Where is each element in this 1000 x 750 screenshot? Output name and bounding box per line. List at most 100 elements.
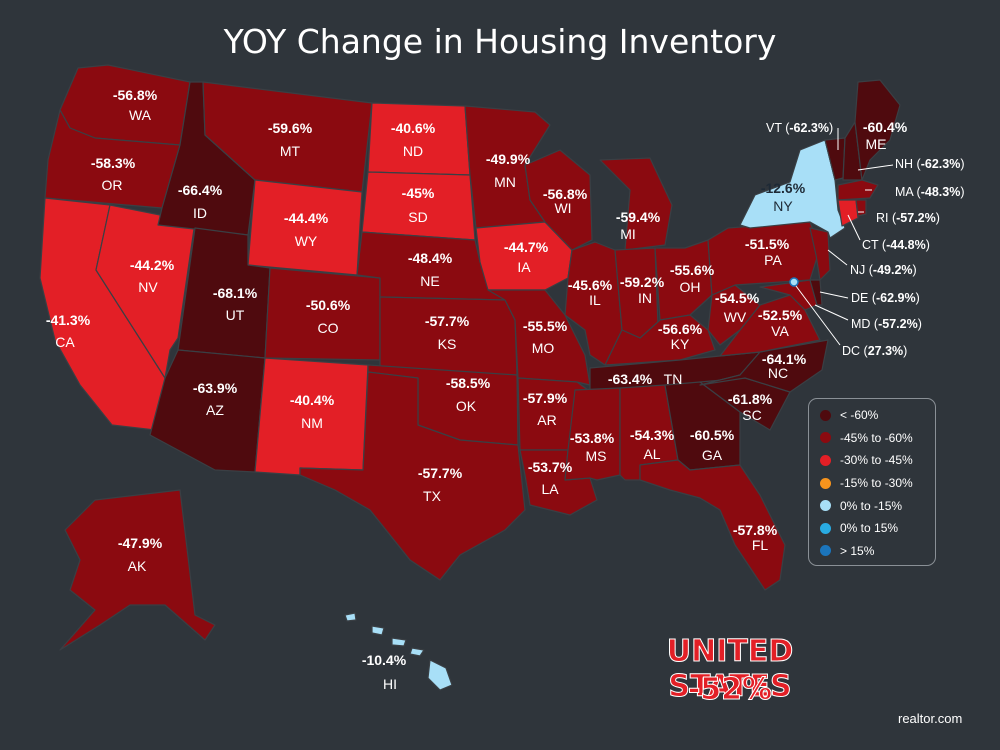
label-abbr-in: IN bbox=[638, 290, 652, 306]
ext-label-ri: RI (-57.2%) bbox=[876, 211, 940, 225]
legend-label: < -60% bbox=[840, 408, 879, 423]
legend-row: -45% to -60% bbox=[820, 427, 935, 450]
label-value-id: -66.4% bbox=[178, 182, 223, 198]
label-value-tn: -63.4% bbox=[608, 371, 653, 387]
label-abbr-ia: IA bbox=[517, 259, 531, 275]
state-co[interactable] bbox=[264, 267, 381, 361]
page-title: YOY Change in Housing Inventory bbox=[223, 22, 777, 61]
label-value-ky: -56.6% bbox=[658, 321, 703, 337]
label-value-wi: -56.8% bbox=[543, 186, 588, 202]
label-abbr-nm: NM bbox=[301, 415, 323, 431]
label-abbr-id: ID bbox=[193, 205, 207, 221]
legend-swatch bbox=[820, 432, 831, 444]
label-abbr-ne: NE bbox=[420, 273, 439, 289]
state-wy[interactable] bbox=[247, 179, 363, 276]
legend-swatch bbox=[820, 545, 831, 557]
state-sd[interactable] bbox=[361, 171, 476, 241]
label-abbr-ga: GA bbox=[702, 447, 723, 463]
legend-swatch bbox=[820, 477, 831, 489]
label-value-ne: -48.4% bbox=[408, 250, 453, 266]
label-abbr-ok: OK bbox=[456, 398, 477, 414]
state-pa[interactable] bbox=[707, 221, 821, 296]
label-value-ny: -12.6% bbox=[761, 180, 806, 196]
label-value-pa: -51.5% bbox=[745, 236, 790, 252]
state-hi[interactable] bbox=[344, 612, 453, 691]
ext-label-nh: NH (-62.3%) bbox=[895, 157, 964, 171]
label-abbr-fl: FL bbox=[752, 537, 769, 553]
label-abbr-pa: PA bbox=[764, 252, 782, 268]
state-fl[interactable] bbox=[639, 459, 786, 591]
label-value-hi: -10.4% bbox=[362, 652, 407, 668]
state-nc[interactable] bbox=[699, 339, 829, 393]
label-value-fl: -57.8% bbox=[733, 522, 778, 538]
legend-row: > 15% bbox=[820, 540, 935, 563]
label-value-ak: -47.9% bbox=[118, 535, 163, 551]
label-value-al: -54.3% bbox=[630, 427, 675, 443]
legend-label: 0% to 15% bbox=[840, 521, 899, 536]
label-abbr-tn: TN bbox=[664, 371, 683, 387]
label-value-wv: -54.5% bbox=[715, 290, 760, 306]
state-nd[interactable] bbox=[367, 102, 471, 176]
legend-row: -15% to -30% bbox=[820, 472, 935, 495]
state-de[interactable] bbox=[809, 279, 823, 306]
state-md[interactable] bbox=[759, 279, 818, 311]
leader-lines bbox=[795, 128, 894, 346]
legend-row: 0% to 15% bbox=[820, 517, 935, 540]
label-value-az: -63.9% bbox=[193, 380, 238, 396]
label-value-ca: -41.3% bbox=[46, 312, 91, 328]
ext-label-md: MD (-57.2%) bbox=[851, 317, 922, 331]
national-value: -52% bbox=[687, 672, 773, 708]
label-value-va: -52.5% bbox=[758, 307, 803, 323]
label-value-nd: -40.6% bbox=[391, 120, 436, 136]
label-value-mt: -59.6% bbox=[268, 120, 313, 136]
label-value-ks: -57.7% bbox=[425, 313, 470, 329]
state-ri[interactable] bbox=[855, 199, 867, 217]
state-il[interactable] bbox=[564, 241, 623, 366]
legend-label: -30% to -45% bbox=[840, 453, 913, 468]
legend-row: < -60% bbox=[820, 404, 935, 427]
legend-label: 0% to -15% bbox=[840, 498, 903, 513]
legend: < -60% -45% to -60% -30% to -45% -15% to… bbox=[808, 398, 936, 566]
state-wi[interactable] bbox=[524, 149, 593, 251]
state-ct[interactable] bbox=[837, 199, 859, 227]
label-abbr-ak: AK bbox=[128, 558, 147, 574]
label-abbr-il: IL bbox=[589, 292, 601, 308]
label-abbr-sd: SD bbox=[408, 209, 427, 225]
label-abbr-ks: KS bbox=[438, 336, 457, 352]
label-abbr-mi: MI bbox=[620, 226, 636, 242]
legend-label: > 15% bbox=[840, 543, 875, 558]
label-value-wa: -56.8% bbox=[113, 87, 158, 103]
legend-label: -15% to -30% bbox=[840, 476, 913, 491]
state-mo[interactable] bbox=[487, 289, 591, 386]
label-value-ms: -53.8% bbox=[570, 430, 615, 446]
label-abbr-va: VA bbox=[771, 323, 789, 339]
state-ak[interactable] bbox=[59, 489, 216, 651]
legend-swatch bbox=[820, 409, 831, 421]
label-value-in: -59.2% bbox=[620, 274, 665, 290]
label-abbr-ut: UT bbox=[226, 307, 245, 323]
state-me[interactable] bbox=[854, 79, 901, 181]
label-value-sd: -45% bbox=[402, 185, 435, 201]
label-abbr-wa: WA bbox=[129, 107, 152, 123]
label-value-ar: -57.9% bbox=[523, 390, 568, 406]
label-abbr-or: OR bbox=[102, 177, 123, 193]
state-mi[interactable] bbox=[599, 157, 673, 251]
ext-label-ma: MA (-48.3%) bbox=[895, 185, 964, 199]
label-abbr-nc: NC bbox=[768, 365, 788, 381]
state-ky[interactable] bbox=[604, 314, 716, 366]
national-name: UNITED STATES bbox=[666, 634, 794, 705]
label-value-tx: -57.7% bbox=[418, 465, 463, 481]
label-abbr-ms: MS bbox=[586, 448, 607, 464]
ext-label-de: DE (-62.9%) bbox=[851, 291, 920, 305]
legend-swatch bbox=[820, 454, 831, 466]
label-abbr-al: AL bbox=[643, 446, 660, 462]
state-ny[interactable] bbox=[739, 139, 846, 239]
state-nj[interactable] bbox=[809, 227, 831, 281]
dc-marker[interactable] bbox=[789, 277, 799, 287]
label-abbr-me: ME bbox=[866, 136, 887, 152]
label-value-wy: -44.4% bbox=[284, 210, 329, 226]
state-tx[interactable] bbox=[299, 371, 526, 581]
label-value-nc: -64.1% bbox=[762, 351, 807, 367]
state-ma[interactable] bbox=[837, 179, 879, 201]
legend-swatch bbox=[820, 500, 831, 512]
